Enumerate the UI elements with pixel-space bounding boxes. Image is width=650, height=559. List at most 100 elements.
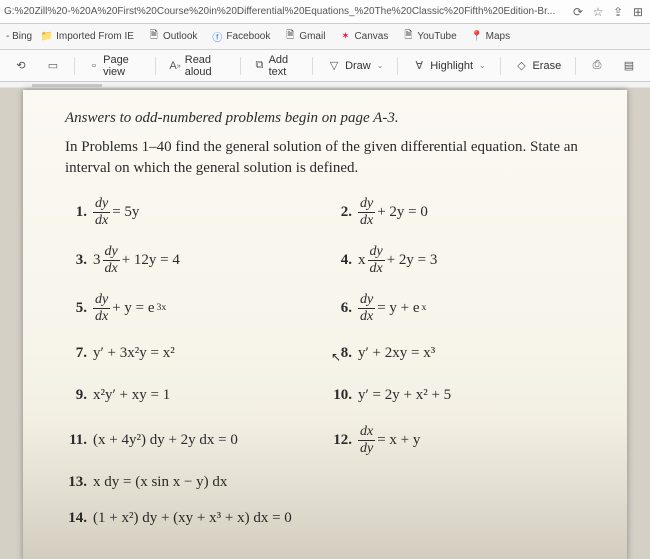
bookmark-label: Maps: [486, 31, 510, 42]
problem-number: 5.: [65, 300, 87, 317]
problem-number: 14.: [65, 510, 87, 527]
refresh-icon: ⟲: [14, 59, 28, 73]
problem-number: 11.: [65, 432, 87, 449]
bookmark-label: Facebook: [226, 31, 270, 42]
read-aloud-label: Read aloud: [185, 54, 226, 78]
instructions-text: In Problems 1–40 find the general soluti…: [65, 137, 585, 179]
problem-2: 2. dydx + 2y = 0: [330, 193, 585, 231]
page-icon: 🗎: [402, 31, 414, 43]
page-view-button[interactable]: ▫ Page view: [81, 50, 149, 82]
folder-icon: 📁: [41, 31, 53, 43]
problem-13: 13. x dy = (x sin x − y) dx: [65, 469, 585, 495]
problem-3: 3. 3 dydx + 12y = 4: [65, 241, 320, 279]
erase-button[interactable]: ◇ Erase: [506, 55, 569, 77]
highlight-icon: ∀: [412, 59, 426, 73]
problem-eq: x²y′ + xy = 1: [93, 387, 170, 404]
facebook-icon: ⓕ: [211, 31, 223, 43]
bookmark-label: YouTube: [417, 31, 456, 42]
print-icon: ⎙: [590, 59, 604, 73]
problem-eq: (x + 4y²) dy + 2y dx = 0: [93, 432, 238, 449]
bookmark-label: Outlook: [163, 31, 197, 42]
pdf-page: Answers to odd-numbered problems begin o…: [23, 90, 627, 559]
problem-1: 1. dydx = 5y: [65, 193, 320, 231]
bookmark-youtube[interactable]: 🗎 YouTube: [397, 29, 461, 45]
read-aloud-button[interactable]: A» Read aloud: [161, 50, 233, 82]
add-text-label: Add text: [269, 54, 299, 78]
fit-icon: ▭: [46, 59, 60, 73]
chevron-down-icon: ⌄: [377, 61, 384, 70]
bookmark-label: Gmail: [299, 31, 325, 42]
problem-eq: + 2y = 0: [377, 204, 428, 221]
canvas-icon: ✶: [339, 31, 351, 43]
problem-6: 6. dydx = y + ex: [330, 289, 585, 327]
pdf-viewport: Answers to odd-numbered problems begin o…: [0, 88, 650, 559]
separator: [240, 57, 241, 75]
bookmark-gmail[interactable]: 🗎 Gmail: [279, 29, 330, 45]
problem-number: 4.: [330, 252, 352, 269]
problem-number: 6.: [330, 300, 352, 317]
bookmark-canvas[interactable]: ✶ Canvas: [334, 29, 393, 45]
problem-8: 8. y′ + 2xy = x³: [330, 337, 585, 369]
problem-5: 5. dydx + y = e3x: [65, 289, 320, 327]
bookmark-imported[interactable]: 📁 Imported From IE: [36, 29, 139, 45]
problems-grid: 1. dydx = 5y 2. dydx + 2y = 0 3. 3 dy: [65, 193, 585, 531]
read-aloud-icon: A»: [169, 59, 180, 73]
pdf-toolbar: ⟲ ▭ ▫ Page view A» Read aloud ⧉ Add text…: [0, 50, 650, 82]
problem-eq: y′ + 3x²y = x²: [93, 345, 175, 362]
erase-label: Erase: [532, 60, 561, 72]
add-text-icon: ⧉: [254, 59, 264, 73]
chevron-down-icon: ⌄: [479, 61, 486, 70]
add-text-button[interactable]: ⧉ Add text: [246, 50, 306, 82]
cursor-icon: ↖: [331, 350, 341, 365]
problem-number: 3.: [65, 252, 87, 269]
problem-number: 1.: [65, 204, 87, 221]
refresh-button[interactable]: ⟲: [6, 55, 36, 77]
collections-icon[interactable]: ⊞: [630, 4, 646, 20]
bookmark-maps[interactable]: 📍 Maps: [466, 29, 515, 45]
separator: [74, 57, 75, 75]
problem-number: 9.: [65, 387, 87, 404]
page-view-label: Page view: [103, 54, 141, 78]
problem-4: 4. x dydx + 2y = 3: [330, 241, 585, 279]
answers-note: Answers to odd-numbered problems begin o…: [65, 110, 585, 127]
problem-number: 12.: [330, 432, 352, 449]
print-button[interactable]: ⎙: [582, 55, 612, 77]
reload-icon[interactable]: ⟳: [570, 4, 586, 20]
bookmarks-bar: - Bing 📁 Imported From IE 🗎 Outlook ⓕ Fa…: [0, 24, 650, 50]
draw-label: Draw: [345, 60, 371, 72]
maps-pin-icon: 📍: [471, 31, 483, 43]
problem-eq: (1 + x²) dy + (xy + x³ + x) dx = 0: [93, 510, 292, 527]
problem-10: 10. y′ = 2y + x² + 5: [330, 379, 585, 411]
problem-prefix: x: [358, 252, 366, 269]
highlight-button[interactable]: ∀ Highlight ⌄: [404, 55, 494, 77]
problem-eq: + 2y = 3: [387, 252, 438, 269]
problem-number: 13.: [65, 474, 87, 491]
share-icon[interactable]: ⇪: [610, 4, 626, 20]
bookmarks-bing-label[interactable]: - Bing: [6, 31, 32, 42]
bookmark-facebook[interactable]: ⓕ Facebook: [206, 29, 275, 45]
problem-eq: x dy = (x sin x − y) dx: [93, 474, 227, 491]
problem-number: 10.: [330, 387, 352, 404]
fit-button[interactable]: ▭: [38, 55, 68, 77]
more-icon: ▤: [622, 59, 636, 73]
problem-14: 14. (1 + x²) dy + (xy + x³ + x) dx = 0: [65, 505, 585, 531]
more-button[interactable]: ▤: [614, 55, 644, 77]
highlight-label: Highlight: [430, 60, 473, 72]
problem-12: 12. dxdy = x + y: [330, 421, 585, 459]
erase-icon: ◇: [514, 59, 528, 73]
problem-11: 11. (x + 4y²) dy + 2y dx = 0: [65, 421, 320, 459]
problem-eq: + 12y = 4: [122, 252, 180, 269]
page-view-icon: ▫: [89, 59, 99, 73]
page-icon: 🗎: [284, 31, 296, 43]
problem-eq: = 5y: [112, 204, 139, 221]
page-icon: 🗎: [148, 31, 160, 43]
favorite-icon[interactable]: ☆: [590, 4, 606, 20]
bookmark-outlook[interactable]: 🗎 Outlook: [143, 29, 202, 45]
problem-eq: = y + e: [377, 300, 419, 317]
bookmark-label: Canvas: [354, 31, 388, 42]
draw-button[interactable]: ▽ Draw ⌄: [319, 55, 391, 77]
separator: [397, 57, 398, 75]
separator: [500, 57, 501, 75]
bookmark-label: Imported From IE: [56, 31, 134, 42]
separator: [155, 57, 156, 75]
